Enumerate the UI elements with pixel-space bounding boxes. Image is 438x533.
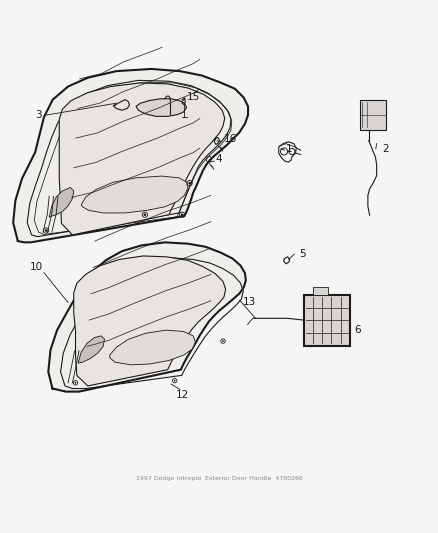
Polygon shape: [217, 146, 223, 151]
Circle shape: [173, 379, 175, 382]
Text: 13: 13: [242, 297, 255, 308]
Text: 6: 6: [353, 325, 360, 335]
Text: 2: 2: [381, 144, 388, 154]
Text: 5: 5: [298, 249, 305, 259]
Polygon shape: [74, 256, 225, 386]
Text: 3: 3: [35, 110, 42, 120]
Polygon shape: [49, 188, 74, 217]
Circle shape: [74, 382, 76, 384]
Circle shape: [180, 213, 183, 216]
Polygon shape: [59, 83, 224, 235]
FancyBboxPatch shape: [359, 100, 385, 130]
Polygon shape: [110, 330, 195, 365]
Polygon shape: [136, 99, 186, 116]
Circle shape: [45, 229, 47, 232]
Polygon shape: [48, 243, 245, 392]
FancyBboxPatch shape: [312, 287, 327, 295]
Text: 4: 4: [215, 154, 222, 164]
Text: 12: 12: [175, 390, 188, 400]
Circle shape: [143, 213, 146, 216]
Text: 1: 1: [285, 144, 292, 154]
Circle shape: [188, 182, 191, 184]
Polygon shape: [78, 336, 104, 363]
Polygon shape: [81, 176, 187, 213]
FancyBboxPatch shape: [303, 295, 349, 345]
Polygon shape: [13, 69, 247, 243]
Text: 10: 10: [29, 262, 42, 272]
Circle shape: [222, 340, 223, 342]
Text: 16: 16: [223, 134, 237, 144]
Text: 1997 Dodge Intrepid  Exterior Door Handle  4780266: 1997 Dodge Intrepid Exterior Door Handle…: [136, 475, 302, 481]
Text: 15: 15: [186, 92, 199, 102]
Polygon shape: [208, 163, 214, 170]
